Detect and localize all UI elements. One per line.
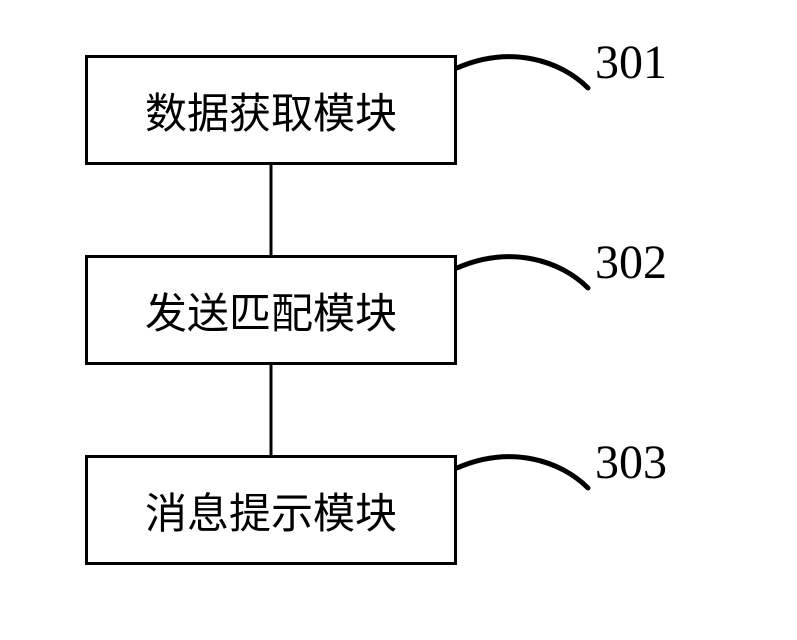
callout-curve [457, 257, 588, 288]
flow-node: 消息提示模块 [85, 455, 457, 565]
flow-node-label: 消息提示模块 [88, 480, 454, 541]
ref-number: 303 [595, 435, 667, 490]
callout-curve [457, 57, 588, 88]
flow-node-label: 数据获取模块 [88, 80, 454, 141]
flow-node: 数据获取模块 [85, 55, 457, 165]
callout-curve [457, 457, 588, 488]
flow-node: 发送匹配模块 [85, 255, 457, 365]
diagram-canvas: 数据获取模块发送匹配模块消息提示模块 301 302 303 [0, 0, 797, 640]
ref-number: 301 [595, 35, 667, 90]
ref-number: 302 [595, 235, 667, 290]
flow-node-label: 发送匹配模块 [88, 280, 454, 341]
